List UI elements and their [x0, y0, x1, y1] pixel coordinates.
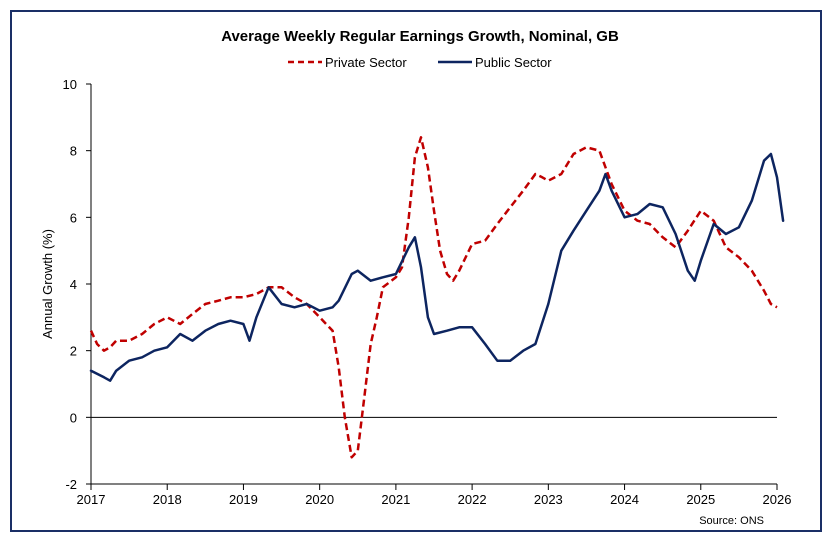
y-tick-label: 0	[70, 410, 77, 425]
legend-label-private: Private Sector	[325, 55, 407, 70]
x-tick-label: 2023	[534, 492, 563, 507]
x-tick-label: 2022	[458, 492, 487, 507]
y-tick-label: 2	[70, 344, 77, 359]
y-tick-label: 10	[63, 77, 77, 92]
x-tick-label: 2026	[763, 492, 792, 507]
y-tick-label: 4	[70, 277, 77, 292]
plot-area	[89, 136, 785, 459]
series-line-public-sector	[89, 152, 785, 382]
source-note: Source: ONS	[699, 515, 764, 527]
x-tick-label: 2020	[305, 492, 334, 507]
y-tick-label: 8	[70, 144, 77, 159]
axes: -2 0 2 4 6 8 10 2017 2018 2019 2020 2021 2022 2023 202…	[63, 77, 792, 507]
y-tick-label: -2	[65, 477, 77, 492]
x-tick-label: 2025	[686, 492, 715, 507]
x-tick-label: 2019	[229, 492, 258, 507]
x-tick-label: 2024	[610, 492, 639, 507]
x-tick-label: 2021	[381, 492, 410, 507]
series-line-private-sector	[89, 136, 778, 459]
y-tick-label: 6	[70, 210, 77, 225]
chart-title: Average Weekly Regular Earnings Growth, …	[221, 28, 619, 45]
legend-label-public: Public Sector	[475, 55, 552, 70]
legend: Private Sector Public Sector	[288, 55, 552, 70]
x-tick-label: 2018	[153, 492, 182, 507]
y-axis-label: Annual Growth (%)	[40, 229, 55, 339]
x-tick-label: 2017	[77, 492, 106, 507]
